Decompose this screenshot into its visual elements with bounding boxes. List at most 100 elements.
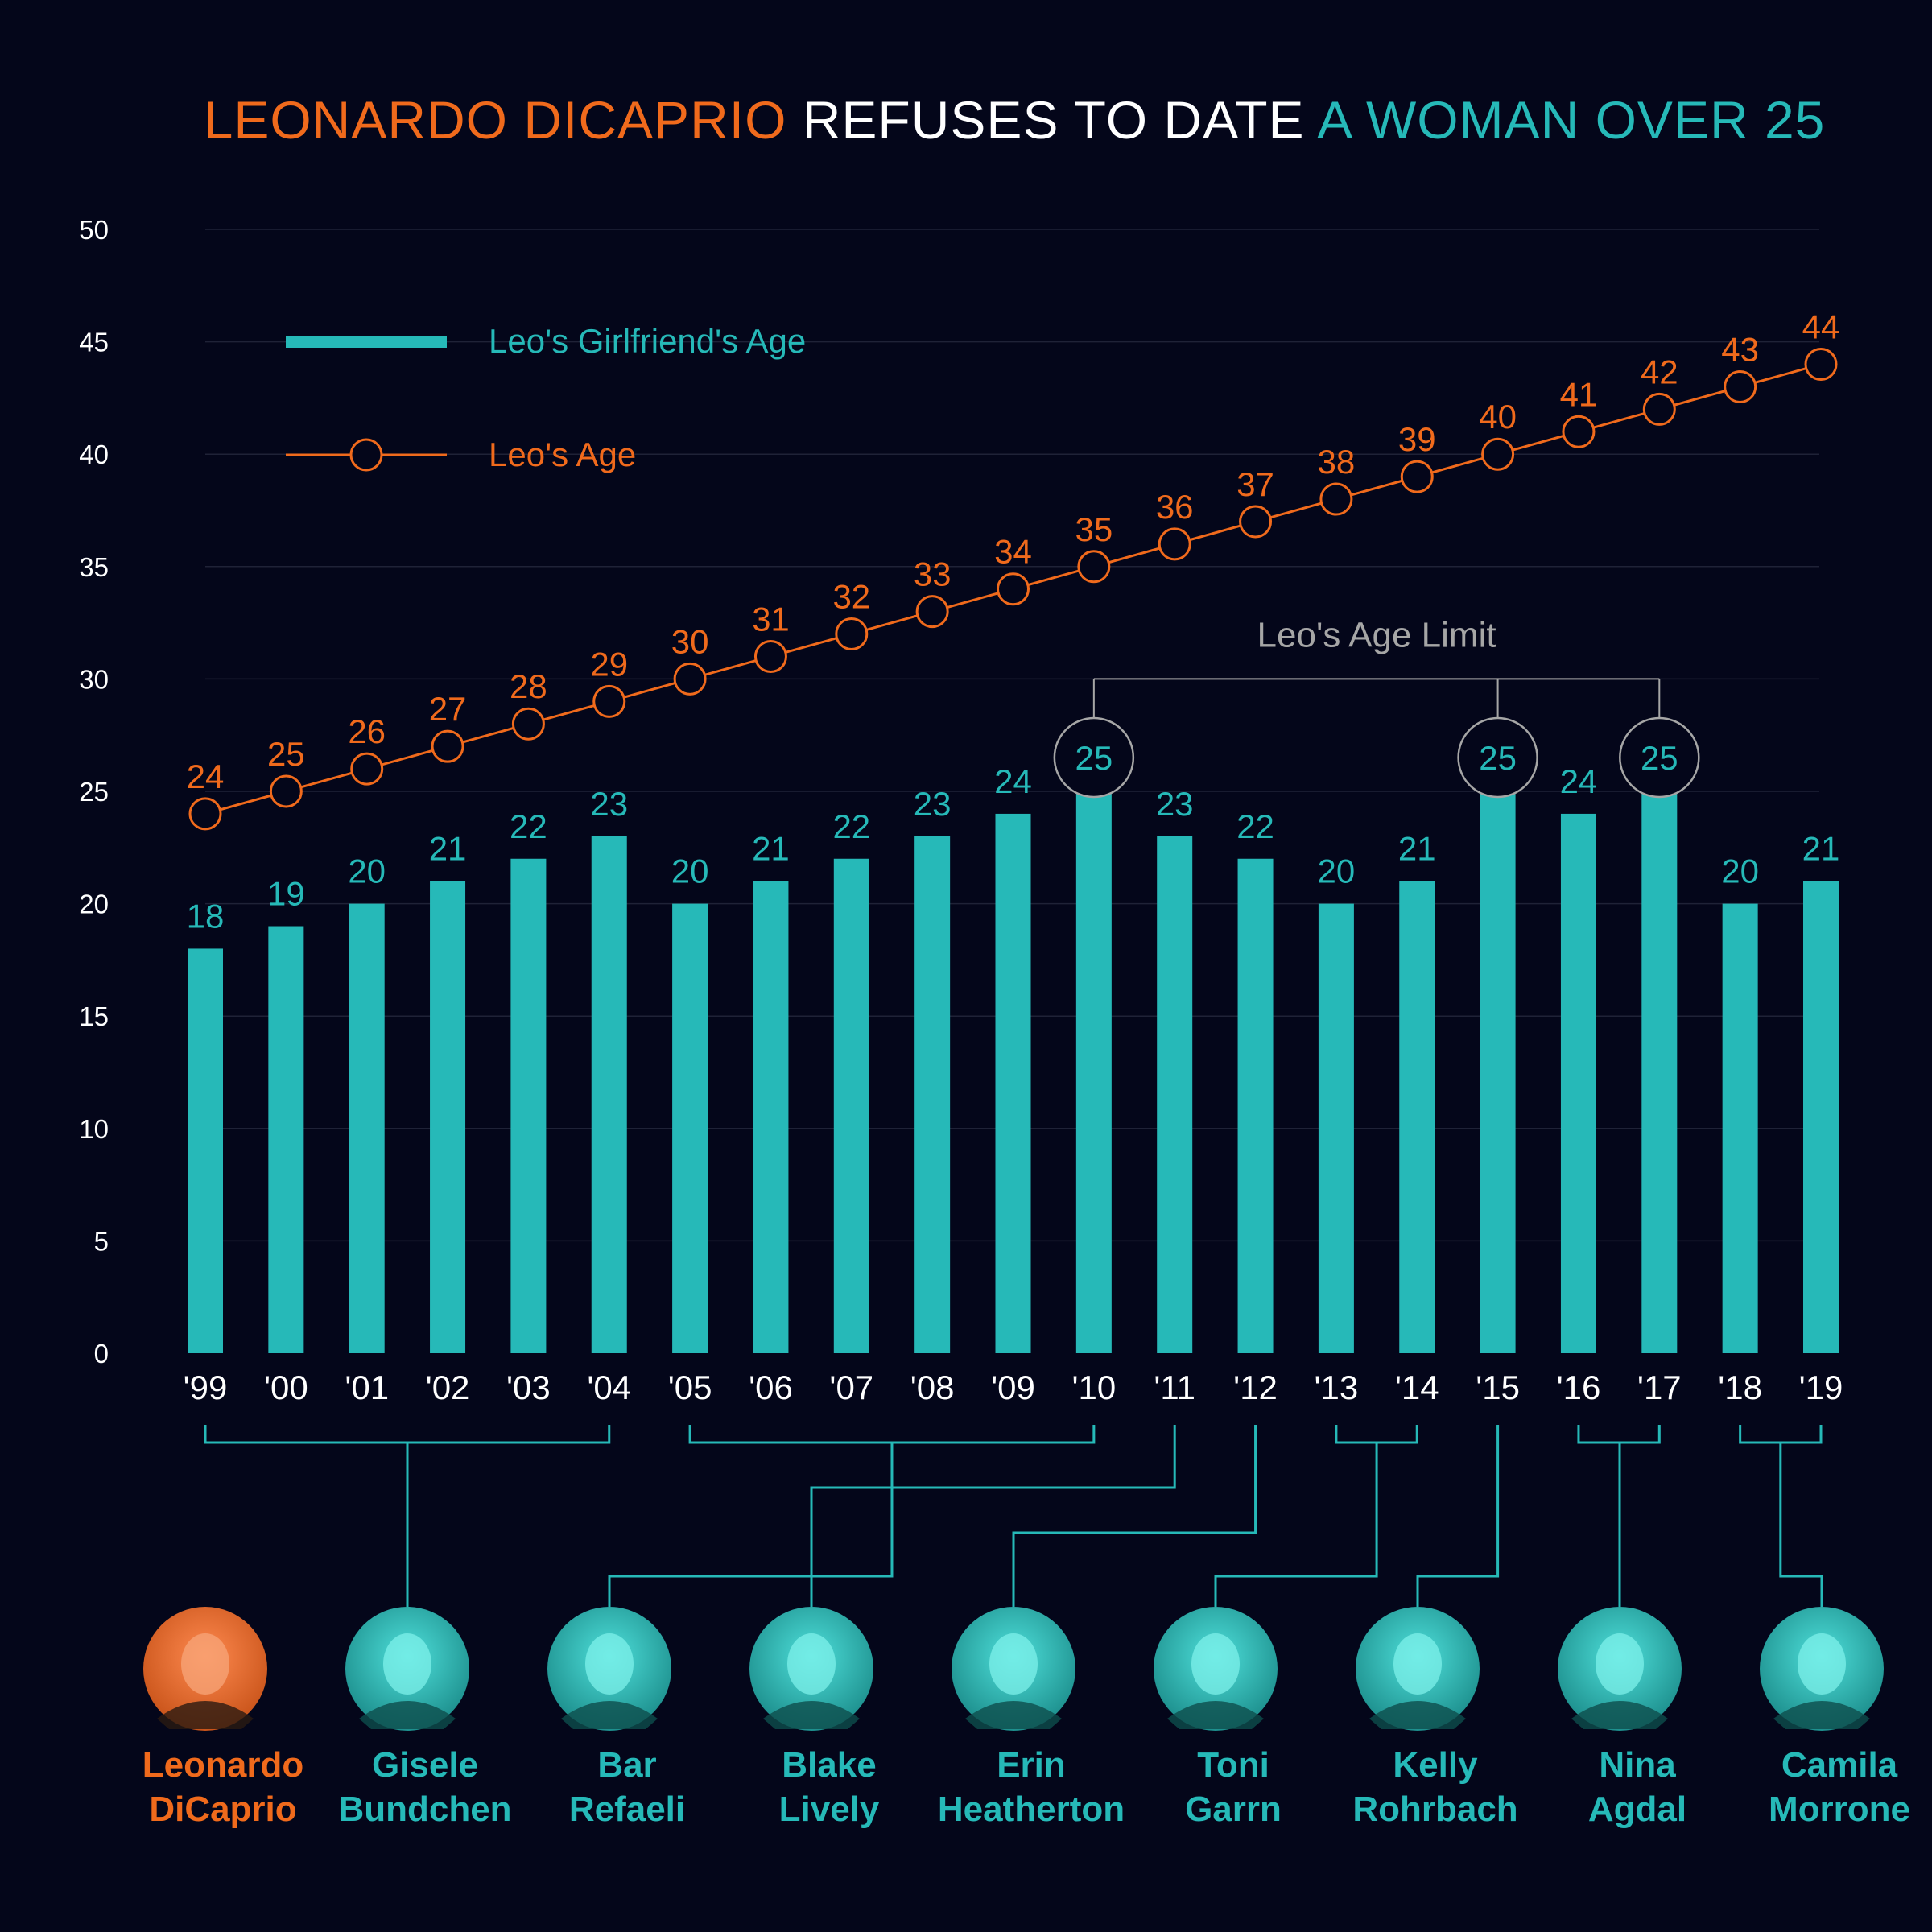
year-range-bracket <box>1739 1425 1823 1444</box>
bar <box>1157 836 1193 1353</box>
bar-value-label: 21 <box>1802 830 1840 868</box>
y-tick-label: 30 <box>79 664 109 694</box>
x-tick-label: '18 <box>1718 1368 1762 1406</box>
person-first-name: Nina <box>1599 1745 1676 1785</box>
y-tick-label: 35 <box>79 552 109 582</box>
girlfriend-profile: Camila Morrone <box>1760 1607 1910 1829</box>
portrait-shoulders <box>763 1701 860 1729</box>
person-last-name: Garrn <box>1185 1790 1282 1829</box>
line-point <box>1562 415 1596 448</box>
y-tick-label: 50 <box>79 215 109 245</box>
y-axis-ticks: 0 5 10 15 20 25 30 35 40 45 50 <box>79 215 109 1368</box>
bar-value-label: 21 <box>752 830 790 868</box>
person-last-name: Refaeli <box>569 1790 685 1829</box>
line-value-label: 39 <box>1398 420 1436 458</box>
x-tick-label: '99 <box>184 1368 228 1406</box>
line-value-label: 25 <box>267 735 305 773</box>
bar-value-label: 21 <box>429 830 467 868</box>
girlfriend-profile: Erin Heatherton <box>938 1607 1125 1829</box>
year-range-bracket <box>1335 1425 1418 1444</box>
bar <box>1641 791 1678 1353</box>
bar-value-label: 22 <box>1236 807 1274 845</box>
portrait-shoulders <box>359 1701 456 1729</box>
age-limit-annotation: 25 25 25 Leo's Age Limit <box>1053 615 1700 799</box>
line-value-label: 27 <box>429 690 467 728</box>
person-first-name: Gisele <box>372 1745 478 1785</box>
line-value-label: 29 <box>590 645 628 683</box>
bar-value-label: 20 <box>671 852 709 890</box>
x-tick-label: '02 <box>426 1368 470 1406</box>
x-tick-label: '10 <box>1071 1368 1116 1406</box>
x-tick-label: '12 <box>1233 1368 1278 1406</box>
line-value-label: 41 <box>1560 375 1598 413</box>
bar-value-label: 25 <box>1479 739 1517 777</box>
portrait-shoulders <box>561 1701 658 1729</box>
bar <box>914 836 951 1353</box>
legend-line-marker <box>349 438 383 472</box>
bar <box>1480 791 1516 1353</box>
legend-bar-label: Leo's Girlfriend's Age <box>489 322 806 360</box>
chart-title: LEONARDO DICAPRIO REFUSES TO DATE A WOMA… <box>204 90 1826 150</box>
bar <box>833 858 869 1353</box>
bar-value-label: 22 <box>510 807 547 845</box>
age-limit-circle <box>1457 716 1538 799</box>
line-value-label: 32 <box>832 578 870 616</box>
line-value-label: 33 <box>914 555 952 593</box>
line-point <box>1642 392 1676 426</box>
title-part-leo: LEONARDO DICAPRIO <box>204 90 787 150</box>
line-point <box>997 572 1030 606</box>
person-first-name: Kelly <box>1393 1745 1478 1785</box>
bar-value-label: 24 <box>1560 762 1598 800</box>
legend: Leo's Girlfriend's Age Leo's Age <box>286 322 806 473</box>
person-first-name: Leonardo <box>142 1745 303 1785</box>
x-tick-label: '05 <box>668 1368 712 1406</box>
line-series: 24 25 26 27 28 29 30 31 32 33 34 35 36 37 38 39 40 41 42 43… <box>187 308 1839 831</box>
person-first-name: Toni <box>1197 1745 1269 1785</box>
bar <box>268 926 304 1353</box>
x-tick-label: '06 <box>749 1368 793 1406</box>
portrait-face <box>383 1633 431 1695</box>
portrait-shoulders <box>157 1701 254 1729</box>
person-first-name: Blake <box>782 1745 876 1785</box>
person-last-name: Bundchen <box>338 1790 511 1829</box>
x-tick-label: '14 <box>1395 1368 1439 1406</box>
y-tick-label: 40 <box>79 440 109 469</box>
bar <box>995 813 1031 1353</box>
portrait-shoulders <box>965 1701 1062 1729</box>
line-point <box>835 617 869 651</box>
bar <box>1237 858 1274 1353</box>
x-tick-label: '03 <box>506 1368 551 1406</box>
line-point <box>350 752 384 786</box>
bar-value-label: 19 <box>267 875 305 913</box>
line-value-label: 40 <box>1479 398 1517 436</box>
line-point <box>188 797 222 831</box>
line-value-label: 37 <box>1236 465 1274 503</box>
line-point <box>1804 348 1838 382</box>
bar-value-label: 21 <box>1398 830 1436 868</box>
portrait-face <box>989 1633 1038 1695</box>
title-part-limit: A WOMAN OVER 25 <box>1317 90 1825 150</box>
line-point <box>269 774 303 808</box>
x-axis-ticks: '99 '00 '01 '02 '03 '04 '05 '06 '07 '08 '09 '10 '11 '… <box>184 1368 1843 1406</box>
line-point <box>511 707 545 741</box>
line-point <box>431 729 464 763</box>
y-tick-label: 45 <box>79 328 109 357</box>
bar <box>672 903 708 1353</box>
portrait-face <box>787 1633 836 1695</box>
legend-line-label: Leo's Age <box>489 436 636 473</box>
bar <box>510 858 547 1353</box>
person-first-name: Erin <box>997 1745 1066 1785</box>
bracket-connector <box>1779 1443 1823 1607</box>
bar-value-label: 20 <box>1318 852 1356 890</box>
age-limit-circle <box>1619 716 1700 799</box>
bar-value-label: 25 <box>1075 739 1113 777</box>
line-value-label: 43 <box>1721 330 1759 368</box>
line-value-label: 36 <box>1156 488 1194 526</box>
line-point <box>673 662 707 696</box>
person-last-name: DiCaprio <box>149 1790 296 1829</box>
x-tick-label: '19 <box>1799 1368 1843 1406</box>
x-tick-label: '13 <box>1315 1368 1359 1406</box>
line-point <box>753 639 787 673</box>
bar-value-label: 20 <box>1721 852 1759 890</box>
